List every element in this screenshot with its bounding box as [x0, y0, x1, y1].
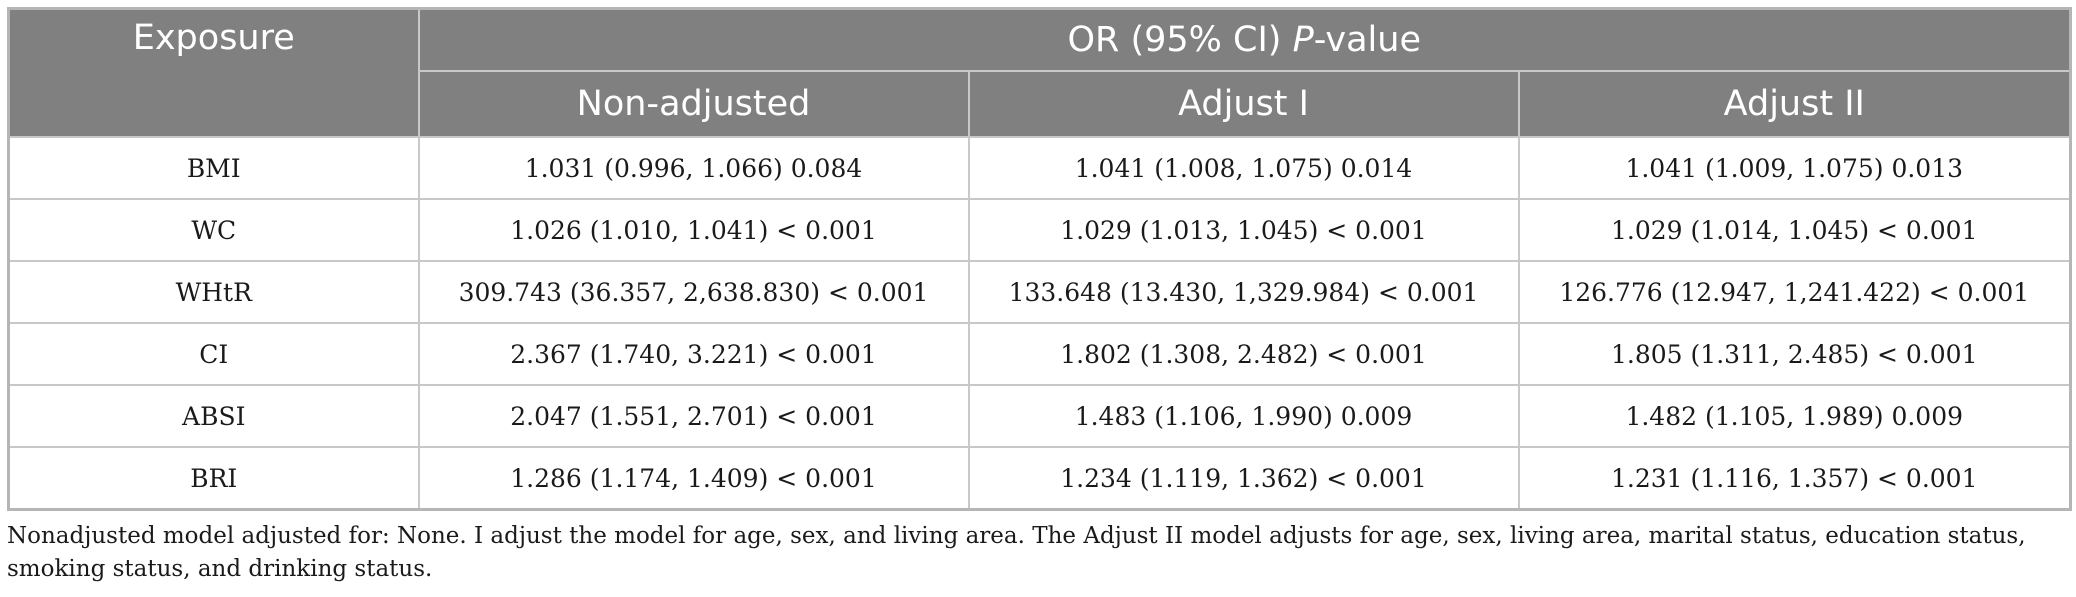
table-row: WHtR 309.743 (36.357, 2,638.830) < 0.001… [7, 260, 2072, 324]
or-results-table: Exposure OR (95% CI) P-value Non-adjuste… [7, 7, 2072, 511]
table-row: BMI 1.031 (0.996, 1.066) 0.084 1.041 (1.… [7, 136, 2072, 200]
non-adjusted-cell: 2.367 (1.740, 3.221) < 0.001 [417, 322, 970, 386]
table-row: BRI 1.286 (1.174, 1.409) < 0.001 1.234 (… [7, 446, 2072, 511]
exposure-cell: CI [7, 322, 420, 386]
adjust-i-cell: 133.648 (13.430, 1,329.984) < 0.001 [967, 260, 1520, 324]
adjust-i-cell: 1.041 (1.008, 1.075) 0.014 [967, 136, 1520, 200]
adjust-i-cell: 1.234 (1.119, 1.362) < 0.001 [967, 446, 1520, 511]
non-adjusted-cell: 1.026 (1.010, 1.041) < 0.001 [417, 198, 970, 262]
non-adjusted-cell: 1.031 (0.996, 1.066) 0.084 [417, 136, 970, 200]
exposure-cell: ABSI [7, 384, 420, 448]
table-header: Exposure OR (95% CI) P-value Non-adjuste… [7, 7, 2072, 138]
table-footnote: Nonadjusted model adjusted for: None. I … [7, 523, 2026, 582]
adjust-ii-cell: 1.231 (1.116, 1.357) < 0.001 [1517, 446, 2072, 511]
table-row: ABSI 2.047 (1.551, 2.701) < 0.001 1.483 … [7, 384, 2072, 448]
exposure-cell: BMI [7, 136, 420, 200]
table-row: WC 1.026 (1.010, 1.041) < 0.001 1.029 (1… [7, 198, 2072, 262]
adjust-ii-column-header: Adjust II [1517, 70, 2072, 138]
non-adjusted-cell: 309.743 (36.357, 2,638.830) < 0.001 [417, 260, 970, 324]
adjust-i-cell: 1.802 (1.308, 2.482) < 0.001 [967, 322, 1520, 386]
exposure-cell: WC [7, 198, 420, 262]
adjust-i-column-header: Adjust I [967, 70, 1520, 138]
adjust-i-cell: 1.483 (1.106, 1.990) 0.009 [967, 384, 1520, 448]
non-adjusted-column-header: Non-adjusted [417, 70, 970, 138]
exposure-cell: BRI [7, 446, 420, 511]
group-header-suffix: -value [1313, 20, 1421, 60]
adjust-ii-cell: 1.482 (1.105, 1.989) 0.009 [1517, 384, 2072, 448]
adjust-ii-cell: 1.029 (1.014, 1.045) < 0.001 [1517, 198, 2072, 262]
adjust-i-cell: 1.029 (1.013, 1.045) < 0.001 [967, 198, 1520, 262]
results-table-container: Exposure OR (95% CI) P-value Non-adjuste… [7, 7, 2072, 511]
adjust-ii-cell: 126.776 (12.947, 1,241.422) < 0.001 [1517, 260, 2072, 324]
non-adjusted-cell: 2.047 (1.551, 2.701) < 0.001 [417, 384, 970, 448]
header-row-models: Non-adjusted Adjust I Adjust II [9, 70, 2072, 138]
non-adjusted-cell: 1.286 (1.174, 1.409) < 0.001 [417, 446, 970, 511]
group-header-prefix: OR (95% CI) [1067, 20, 1293, 60]
header-row-group: Exposure OR (95% CI) P-value [7, 7, 2072, 138]
exposure-column-header: Exposure [7, 7, 420, 138]
group-header-p: P [1292, 20, 1314, 60]
adjust-ii-cell: 1.805 (1.311, 2.485) < 0.001 [1517, 322, 2072, 386]
table-body: BMI 1.031 (0.996, 1.066) 0.084 1.041 (1.… [7, 136, 2072, 511]
or-ci-pvalue-group-header: OR (95% CI) P-value [417, 7, 2072, 72]
adjust-ii-cell: 1.041 (1.009, 1.075) 0.013 [1517, 136, 2072, 200]
exposure-cell: WHtR [7, 260, 420, 324]
table-row: CI 2.367 (1.740, 3.221) < 0.001 1.802 (1… [7, 322, 2072, 386]
